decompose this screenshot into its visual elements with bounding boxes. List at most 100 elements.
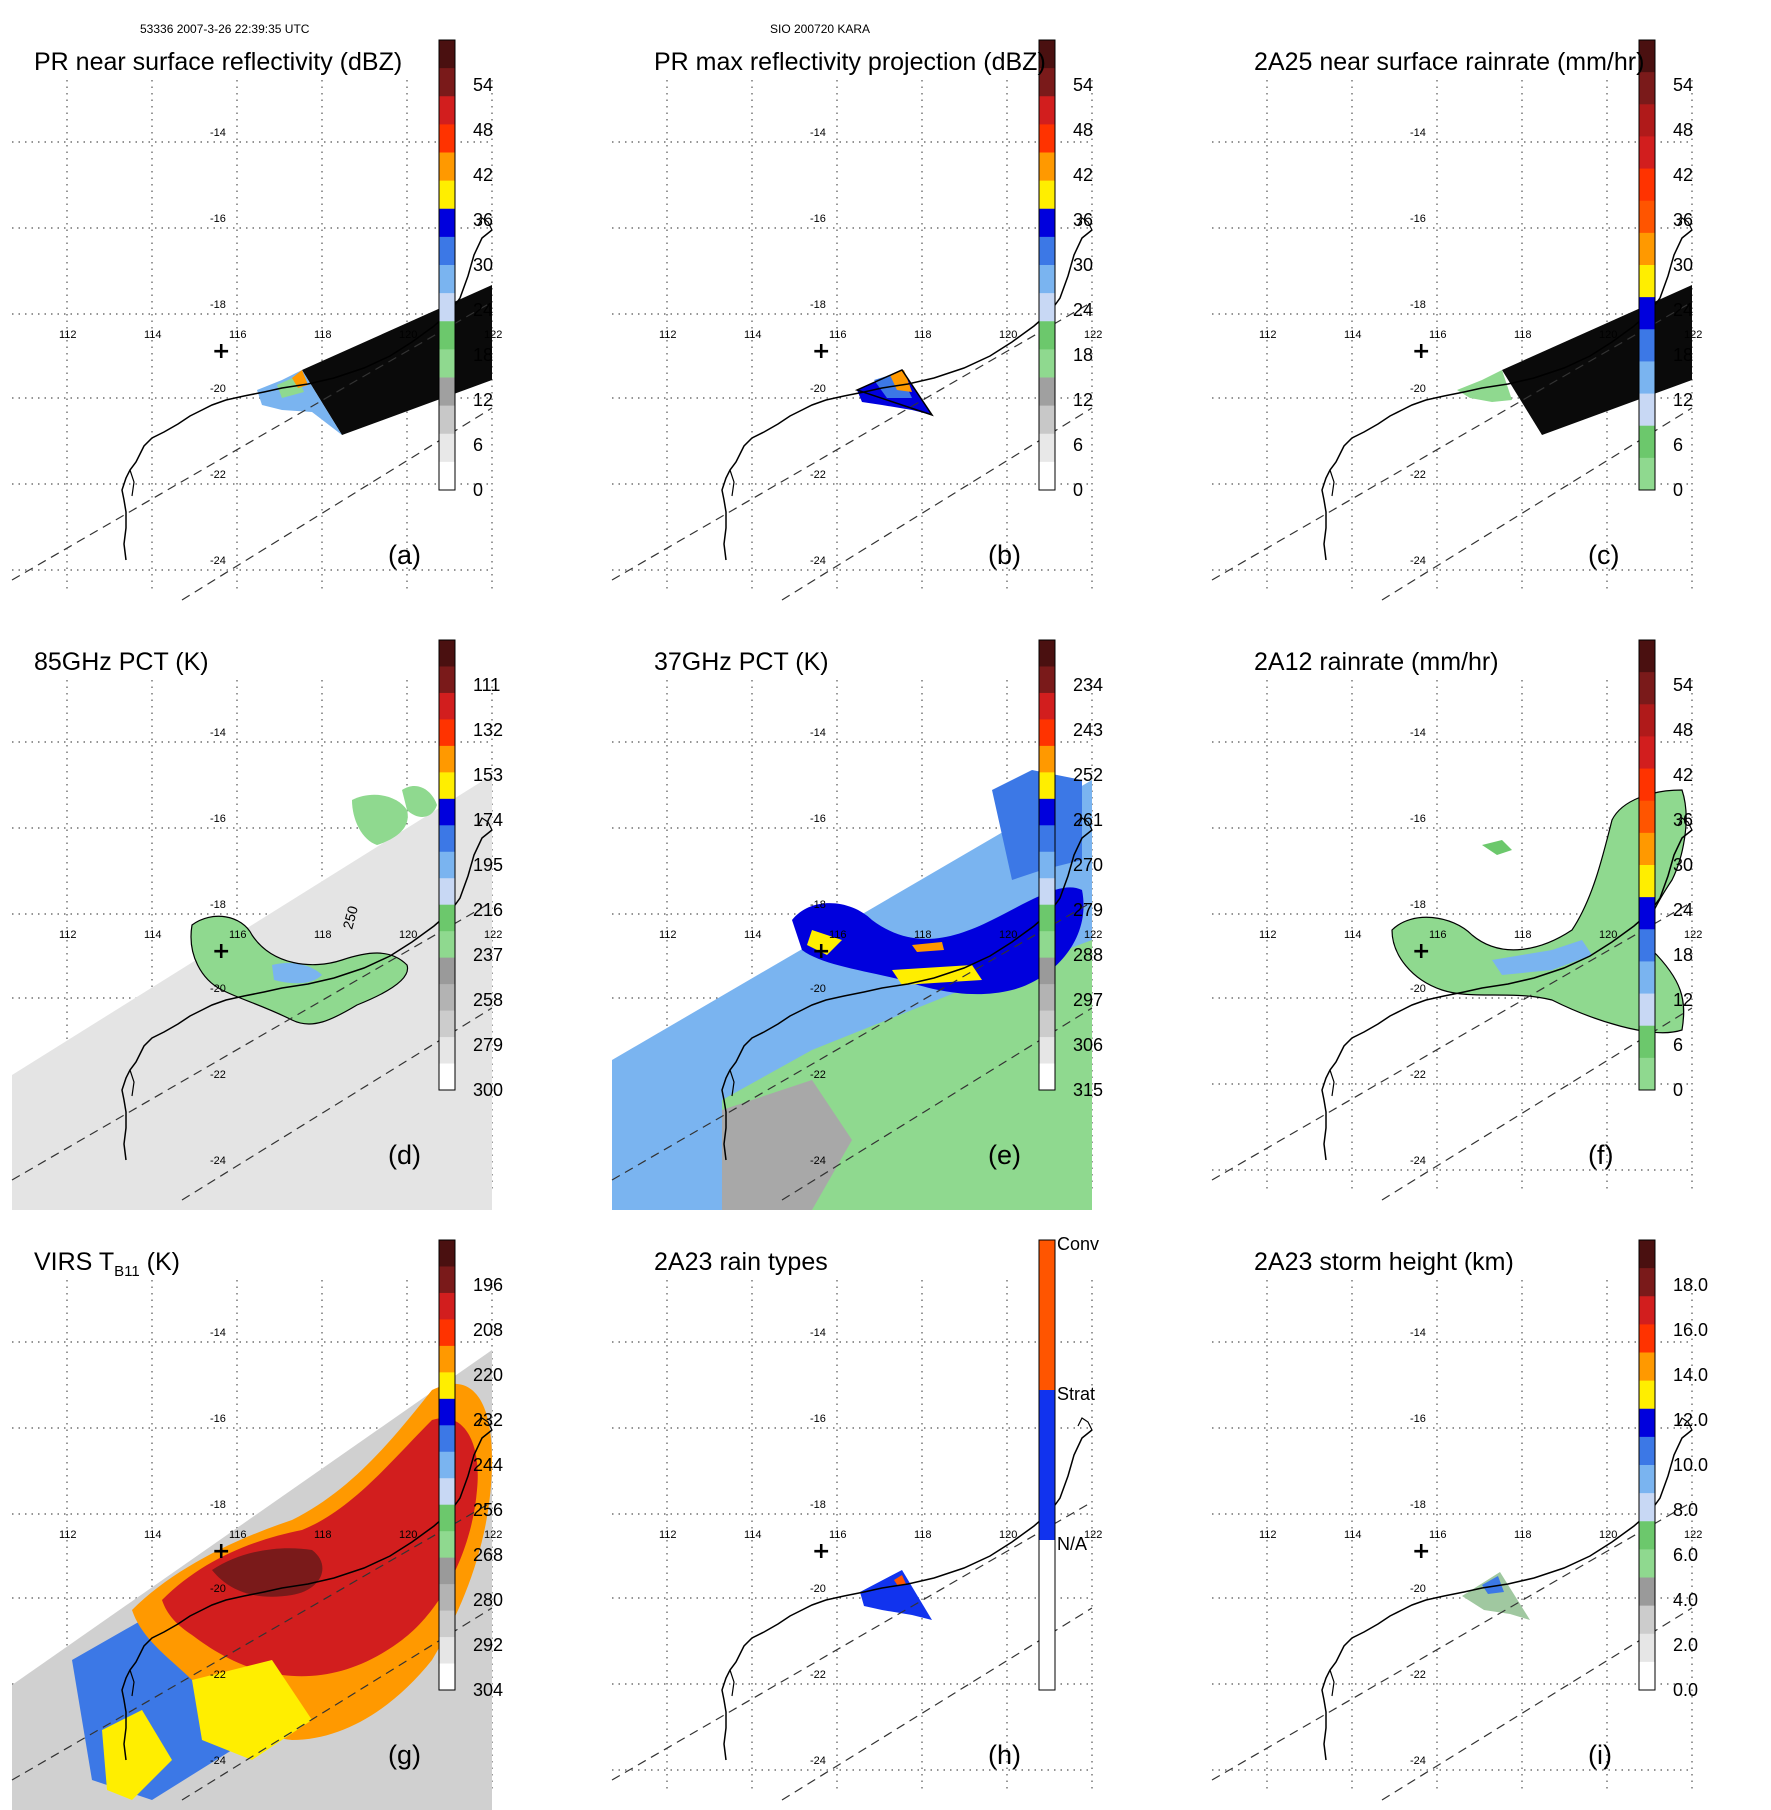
coastline-island [477,1417,493,1431]
panel-letter: (c) [1588,540,1620,570]
colorbar-band [1039,236,1055,266]
coastline-island [1077,1417,1093,1431]
colorbar-band [439,68,455,97]
latitude-label: -16 [1410,213,1426,225]
panel-title: 2A12 rainrate (mm/hr) [1254,648,1499,677]
colorbar-band [1039,208,1055,238]
storm-height-area [1462,1572,1530,1620]
colorbar-tick-label: 54 [1673,75,1693,95]
colorbar-band [1639,768,1655,802]
colorbar-band [1039,666,1055,694]
colorbar-band [1639,672,1655,705]
panel-title-text: 85GHz PCT (K) [34,648,209,676]
colorbar-band [439,1319,455,1347]
colorbar-tick-label: 30 [1673,255,1693,275]
rainrate-area [1392,790,1687,1033]
colorbar-category-label: Conv [1057,1234,1099,1254]
colorbar-tick-label: 36 [1673,210,1693,230]
colorbar-band [439,931,455,959]
colorbar-frame [438,1239,456,1691]
panel-title-text: 2A23 rain types [654,1248,828,1276]
colorbar-tick-label: 153 [473,765,503,785]
colorbar-band [1039,152,1055,182]
panel-title: 85GHz PCT (K) [34,648,209,677]
colorbar-tick-label: 220 [473,1365,503,1385]
pct85-contour-label: 250 [339,904,361,931]
panel-g: 112 114 116 118 120 122 -14 -16 -18 -20 -22 -24 +196… [11,1239,572,1810]
colorbar-band [1639,1057,1655,1091]
colorbar-band [1639,1268,1655,1297]
colorbar-tick-label: 14.0 [1673,1365,1708,1385]
virs-yellow-area [192,1660,312,1760]
panel-letter: (d) [388,1140,421,1170]
colorbar-band [1639,1025,1655,1059]
pct37-cold-area [792,887,1084,995]
colorbar-tick-label: 252 [1073,765,1103,785]
colorbar-tick-label: 6 [473,435,483,455]
longitude-label: 120 [999,329,1017,341]
longitude-label: 112 [659,1529,677,1541]
latitude-label: -14 [210,727,226,739]
storm-height-tall [1482,1576,1504,1594]
colorbar-band [1639,361,1655,395]
colorbar-band [1039,1010,1055,1038]
panel-letter: (g) [388,1740,421,1770]
latitude-label: -24 [210,1755,226,1767]
colorbar-band [439,433,455,463]
longitude-label: 116 [1429,329,1447,341]
colorbar-band [439,1266,455,1294]
latitude-label: -22 [810,1669,826,1681]
colorbar-frame [438,39,456,491]
pct37-dry-land [722,1080,852,1210]
colorbar-frame [1038,1239,1056,1691]
colorbar: 234 243 252 261 270 279 288 297 306 315 [1038,639,1103,1100]
latitude-label: -16 [1410,1413,1426,1425]
colorbar-tick-label: 18 [1073,345,1093,365]
coastline-cape [129,469,135,497]
longitude-label: 120 [399,1529,417,1541]
colorbar-band [439,1037,455,1065]
colorbar-frame [1038,639,1056,1091]
latitude-label: -16 [210,213,226,225]
colorbar-band [439,1478,455,1506]
longitude-label: 122 [1684,1529,1702,1541]
latitude-label: -24 [210,1155,226,1167]
panel-title-text: PR max reflectivity projection (dBZ) [654,48,1046,76]
latitude-label: -20 [810,983,826,995]
colorbar-tick-label: 232 [473,1410,503,1430]
longitude-label: 116 [229,329,247,341]
longitude-label: 112 [659,329,677,341]
longitude-label: 116 [229,1529,247,1541]
colorbar-band [1639,832,1655,866]
colorbar-band [439,461,455,491]
colorbar-tick-label: 216 [473,900,503,920]
panel-title-text: 37GHz PCT (K) [654,648,829,676]
longitude-label: 116 [829,1529,847,1541]
latitude-label: -20 [210,1583,226,1595]
colorbar-band [1639,800,1655,834]
latitude-label: -20 [1410,983,1426,995]
colorbar-band [439,640,455,667]
colorbar-tick-label: 30 [1073,255,1093,275]
virs-red-area [162,1418,478,1677]
swath-edge-line [1211,901,1693,1181]
colorbar-band [1039,640,1055,667]
colorbar-band [1639,200,1655,234]
colorbar-band [1639,1352,1655,1382]
storm-center-marker: + [812,1539,830,1564]
colorbar-tick-label: 243 [1073,720,1103,740]
reflectivity-core [292,370,308,388]
longitude-label: 122 [1684,329,1702,341]
colorbar: 111 132 153 174 195 216 237 258 279 300 [438,639,503,1100]
colorbar-band [439,96,455,125]
colorbar-tick-label: 6 [1673,435,1683,455]
colorbar-tick-label: 42 [1073,165,1093,185]
colorbar-tick-label: 6 [1073,435,1083,455]
colorbar-tick-label: 315 [1073,1080,1103,1100]
colorbar-tick-label: 279 [1073,900,1103,920]
coastline-island [1077,217,1093,231]
latitude-label: -18 [210,1499,226,1511]
colorbar-tick-label: 300 [473,1080,503,1100]
latitude-label: -24 [810,1755,826,1767]
colorbar-band [439,719,455,747]
